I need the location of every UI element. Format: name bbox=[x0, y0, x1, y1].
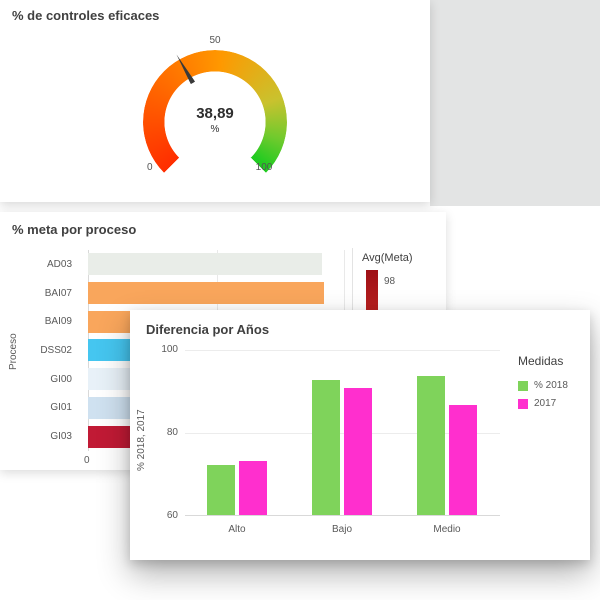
legend-swatch-2017 bbox=[518, 398, 528, 409]
diff-plot-area bbox=[185, 350, 500, 516]
gauge-arc bbox=[143, 50, 287, 194]
category-label-bai07[interactable]: BAI07 bbox=[44, 287, 72, 299]
bar-2018-medio[interactable] bbox=[417, 375, 445, 515]
legend-item-2017[interactable]: 2017 bbox=[518, 398, 568, 409]
legend-value: 98 bbox=[384, 276, 396, 287]
meta-card-title: % meta por proceso bbox=[12, 222, 137, 237]
bar-group-medio bbox=[417, 375, 477, 515]
legend: Medidas % 2018 2017 bbox=[518, 354, 568, 416]
diff-card-title: Diferencia por Años bbox=[146, 322, 270, 337]
category-label-bai09[interactable]: BAI09 bbox=[44, 316, 72, 328]
bar-bai07[interactable] bbox=[88, 282, 325, 305]
category-label-gi01[interactable]: GI01 bbox=[50, 402, 72, 414]
category-label-medio[interactable]: Medio bbox=[433, 524, 461, 535]
gauge-value: 38,89 bbox=[196, 105, 234, 122]
legend-title: Avg(Meta) bbox=[362, 252, 413, 264]
legend-label-2018: % 2018 bbox=[534, 380, 568, 391]
gauge-card-title: % de controles eficaces bbox=[12, 8, 160, 23]
gauge-chart[interactable]: 38,89 % 50 0 100 bbox=[143, 35, 287, 194]
y-tick-100: 100 bbox=[161, 344, 178, 355]
category-label-gi00[interactable]: GI00 bbox=[50, 373, 72, 385]
y-tick-60: 60 bbox=[166, 510, 178, 521]
x-axis-line bbox=[185, 515, 500, 516]
category-label-dss02[interactable]: DSS02 bbox=[40, 344, 72, 356]
gauge-tick-100: 100 bbox=[255, 162, 273, 173]
gauge-tick-50: 50 bbox=[209, 35, 221, 46]
bar-2017-medio[interactable] bbox=[449, 405, 477, 515]
y-tick-80: 80 bbox=[166, 427, 178, 438]
gauge-card: % de controles eficaces 38,89 % 50 0 100 bbox=[0, 0, 430, 202]
gauge-tick-0: 0 bbox=[147, 162, 153, 173]
legend-swatch-2018 bbox=[518, 380, 528, 391]
x-tick-0: 0 bbox=[84, 455, 90, 466]
category-label-ad03[interactable]: AD03 bbox=[46, 258, 72, 270]
bar-ad03[interactable] bbox=[88, 253, 322, 276]
gridline bbox=[185, 350, 500, 351]
diff-card: Diferencia por Años % 2018, 2017 100 80 … bbox=[130, 310, 590, 560]
legend-title: Medidas bbox=[518, 354, 564, 368]
category-label-bajo[interactable]: Bajo bbox=[331, 524, 352, 535]
y-axis-title: % 2018, 2017 bbox=[136, 409, 147, 471]
category-axis: AD03 BAI07 BAI09 DSS02 GI00 GI01 GI03 bbox=[0, 250, 80, 451]
legend-label-2017: 2017 bbox=[534, 398, 557, 409]
canvas-background-panel bbox=[430, 0, 600, 206]
bar-2017-bajo[interactable] bbox=[344, 388, 372, 515]
category-label-gi03[interactable]: GI03 bbox=[50, 431, 72, 443]
bar-2018-alto[interactable] bbox=[207, 465, 235, 515]
bar-group-alto bbox=[207, 461, 267, 515]
category-label-alto[interactable]: Alto bbox=[228, 524, 246, 535]
legend-item-2018[interactable]: % 2018 bbox=[518, 380, 568, 391]
gauge-unit: % bbox=[210, 124, 220, 135]
bar-group-bajo bbox=[312, 380, 372, 515]
bar-2018-bajo[interactable] bbox=[312, 380, 340, 515]
bar-2017-alto[interactable] bbox=[239, 461, 267, 515]
gridline bbox=[185, 433, 500, 434]
